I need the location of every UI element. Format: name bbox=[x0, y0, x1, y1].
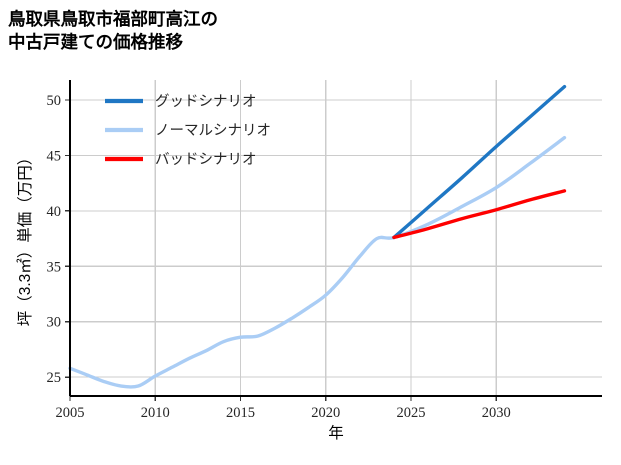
y-tick-label: 30 bbox=[47, 315, 62, 331]
series-line-グッドシナリオ bbox=[392, 84, 567, 240]
x-tick-label: 2015 bbox=[226, 405, 255, 421]
x-tick-label: 2020 bbox=[311, 405, 340, 421]
x-tick-label: 2025 bbox=[397, 405, 426, 421]
legend-label: グッドシナリオ bbox=[155, 93, 257, 110]
y-tick-label: 25 bbox=[47, 370, 62, 386]
gridlines bbox=[69, 80, 602, 396]
x-tick-label: 2030 bbox=[482, 405, 511, 421]
y-tick-label: 35 bbox=[47, 259, 62, 275]
tick-labels: 25 30 35 40 45 50 2005 2010 2015 2020 2025 2030 bbox=[47, 93, 511, 421]
x-tick-label: 2010 bbox=[141, 405, 170, 421]
series-line-ノーマルシナリオ bbox=[68, 135, 567, 389]
x-tick-label: 2005 bbox=[56, 405, 85, 421]
y-tick-label: 50 bbox=[47, 93, 62, 109]
series-group bbox=[68, 84, 567, 389]
y-tick-label: 40 bbox=[47, 204, 62, 220]
y-tick-label: 45 bbox=[47, 148, 62, 164]
series-line-バッドシナリオ bbox=[392, 189, 567, 240]
page-title: 鳥取県鳥取市福部町高江の 中古戸建ての価格推移 bbox=[8, 9, 218, 53]
tick-marks bbox=[65, 99, 497, 401]
y-axis-title: 坪（3.3㎡）単価（万円） bbox=[16, 150, 34, 327]
axis-lines bbox=[68, 80, 602, 398]
legend-label: バッドシナリオ bbox=[155, 152, 257, 168]
legend-label: ノーマルシナリオ bbox=[155, 123, 271, 139]
x-axis-title: 年 bbox=[328, 424, 344, 442]
